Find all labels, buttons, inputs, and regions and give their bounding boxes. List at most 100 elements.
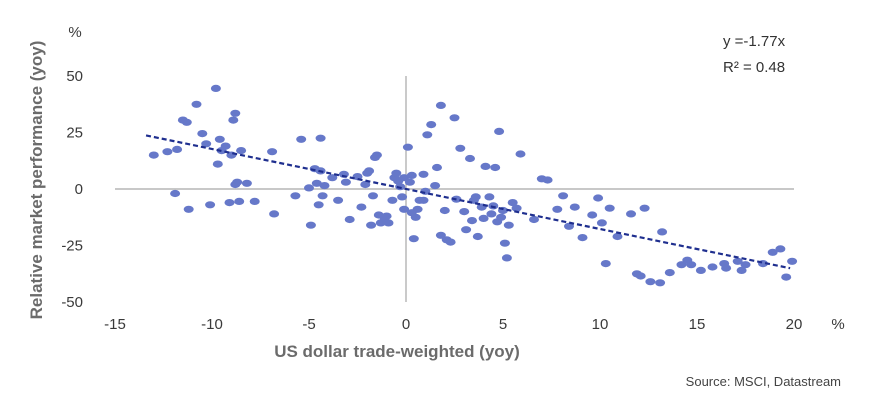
data-point xyxy=(486,210,497,218)
plot-area xyxy=(115,76,798,302)
data-point xyxy=(612,232,623,241)
data-point xyxy=(686,261,697,269)
data-point xyxy=(501,254,512,262)
data-point xyxy=(767,248,778,256)
data-point xyxy=(404,178,415,186)
data-point xyxy=(333,196,344,204)
data-point xyxy=(201,140,212,148)
y-tick-label: 50 xyxy=(66,68,83,85)
data-point xyxy=(558,192,569,200)
data-point xyxy=(593,194,604,202)
y-tick-label: -50 xyxy=(61,294,83,311)
data-point xyxy=(406,171,417,179)
data-point xyxy=(721,264,732,272)
data-point xyxy=(695,266,706,274)
x-tick-label: 0 xyxy=(402,316,410,333)
data-point xyxy=(366,221,377,229)
data-point xyxy=(465,154,475,163)
data-point xyxy=(707,263,718,271)
data-point xyxy=(220,142,231,150)
data-point xyxy=(645,278,656,286)
data-point xyxy=(596,219,607,227)
data-point xyxy=(664,269,675,277)
data-point xyxy=(214,135,225,143)
data-point xyxy=(569,203,580,211)
y-tick-labels: 50 25 0 -25 -50 xyxy=(61,68,83,311)
data-point xyxy=(224,199,235,207)
y-tick-label: -25 xyxy=(61,238,83,255)
data-point xyxy=(478,214,489,222)
data-point xyxy=(422,131,433,139)
data-point xyxy=(635,272,646,280)
data-point xyxy=(511,204,522,212)
x-tick-label: -10 xyxy=(201,316,223,333)
data-point xyxy=(480,162,491,170)
data-point xyxy=(319,182,330,190)
data-point xyxy=(740,261,751,269)
data-point xyxy=(445,238,456,246)
data-point xyxy=(234,197,245,205)
data-point xyxy=(626,210,636,218)
data-point xyxy=(340,178,351,186)
data-point xyxy=(364,167,375,175)
data-point xyxy=(191,100,202,108)
data-point xyxy=(304,184,314,192)
data-point xyxy=(529,215,539,224)
data-point xyxy=(503,221,514,229)
trendline-equation: y =-1.77x xyxy=(723,33,786,50)
data-point xyxy=(170,189,181,198)
data-point xyxy=(381,212,392,220)
data-point xyxy=(360,180,371,189)
data-point xyxy=(269,210,280,218)
y-axis-title: Relative market performance (yoy) xyxy=(27,41,46,320)
x-unit-label: % xyxy=(831,316,844,333)
data-point xyxy=(183,205,194,213)
data-point xyxy=(236,147,247,155)
data-point xyxy=(387,196,398,204)
data-point xyxy=(412,205,423,213)
x-tick-label: -5 xyxy=(302,316,315,333)
data-point xyxy=(212,160,223,168)
data-point xyxy=(507,199,518,207)
data-point xyxy=(472,232,483,241)
data-point xyxy=(736,266,747,274)
data-point xyxy=(655,279,666,287)
data-point xyxy=(228,116,239,124)
data-point xyxy=(775,245,786,253)
data-point xyxy=(210,84,221,92)
y-tick-label: 0 xyxy=(75,181,83,198)
data-point xyxy=(368,192,378,200)
data-point xyxy=(467,217,477,225)
data-point xyxy=(435,101,446,109)
data-point xyxy=(577,234,588,242)
data-point xyxy=(459,208,470,216)
data-point xyxy=(148,151,159,159)
data-point xyxy=(313,201,324,209)
data-point xyxy=(399,205,410,213)
data-point xyxy=(267,148,278,156)
x-axis-title: US dollar trade-weighted (yoy) xyxy=(274,342,520,361)
data-point xyxy=(356,203,367,211)
data-point xyxy=(432,163,442,172)
data-point xyxy=(455,144,466,152)
data-point xyxy=(657,228,668,236)
y-tick-label: 25 xyxy=(66,125,83,142)
data-point xyxy=(426,121,437,129)
data-point xyxy=(496,213,507,221)
source-note: Source: MSCI, Datastream xyxy=(686,374,841,389)
x-tick-label: -15 xyxy=(104,316,126,333)
data-point xyxy=(408,235,419,243)
data-point xyxy=(249,197,260,205)
data-point xyxy=(371,151,382,159)
x-tick-label: 10 xyxy=(592,316,609,333)
data-point xyxy=(499,239,510,247)
data-point xyxy=(494,127,505,135)
data-point xyxy=(232,178,243,186)
data-point xyxy=(470,193,481,201)
trendline xyxy=(145,134,791,270)
data-point xyxy=(172,145,183,153)
data-point xyxy=(344,215,355,224)
x-tick-label: 5 xyxy=(499,316,507,333)
data-point xyxy=(383,219,394,227)
